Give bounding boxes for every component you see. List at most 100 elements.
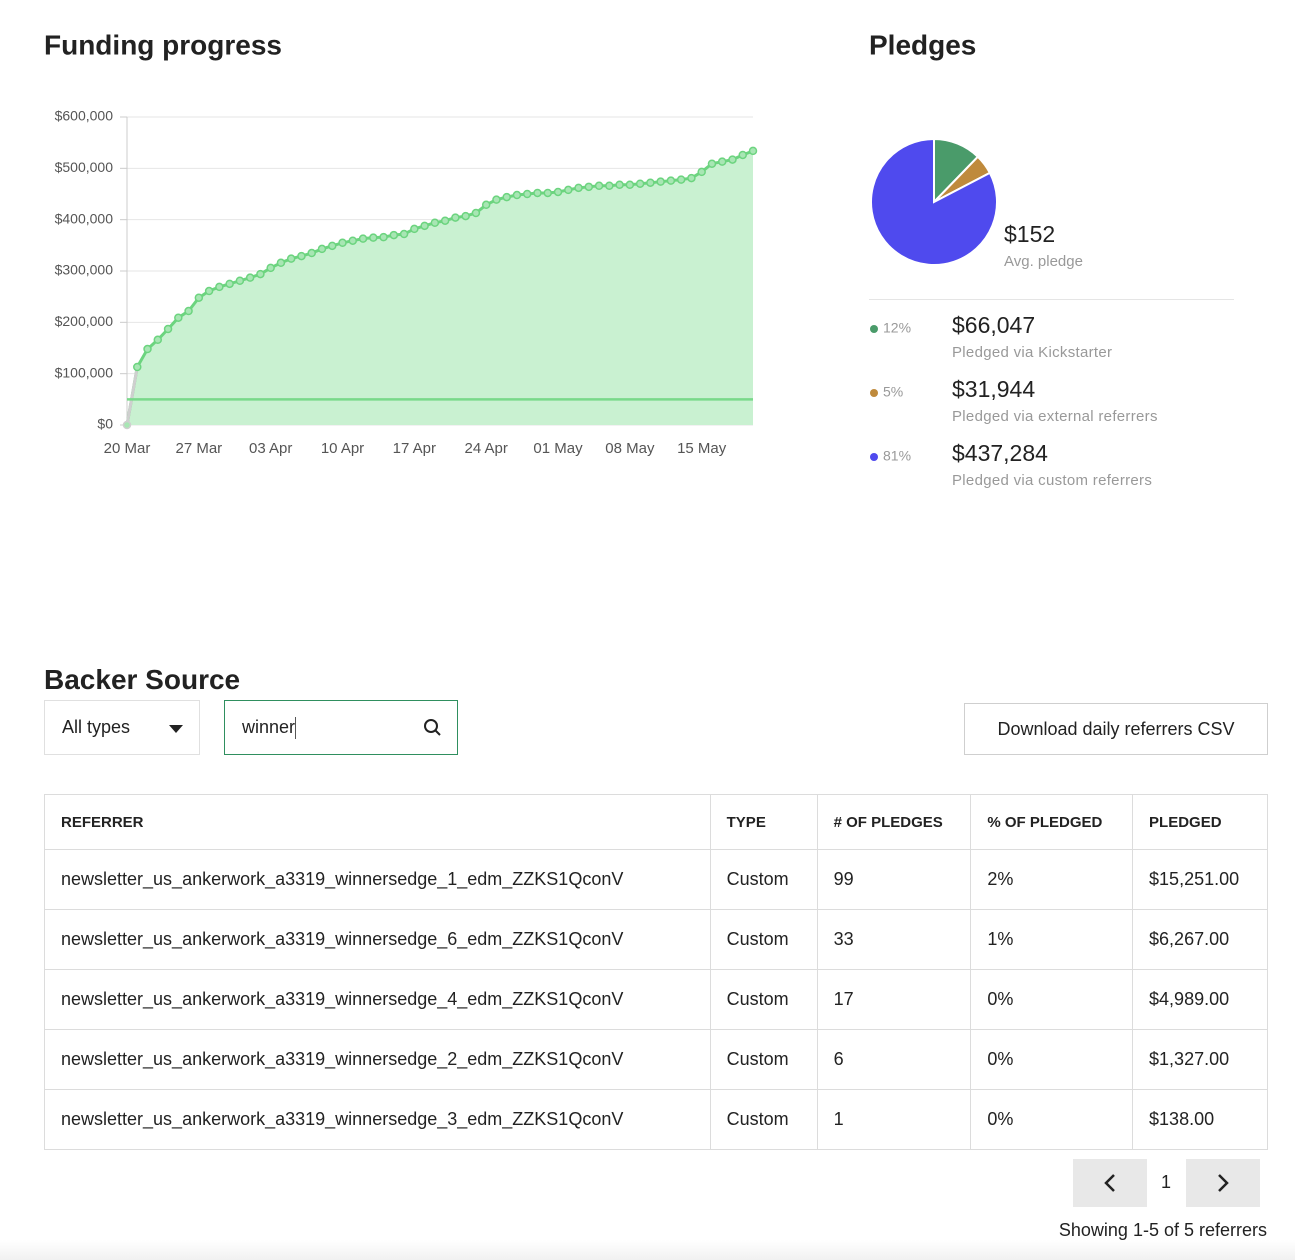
x-tick-label: 27 Mar	[175, 440, 222, 457]
x-tick-label: 15 May	[677, 440, 727, 457]
legend-dot	[870, 325, 878, 333]
table-row: newsletter_us_ankerwork_a3319_winnersedg…	[44, 1029, 1268, 1090]
point	[204, 286, 214, 296]
next-icon	[1218, 1174, 1229, 1192]
area	[127, 150, 753, 425]
table-cell: newsletter_us_ankerwork_a3319_winnersedg…	[44, 1029, 711, 1090]
point	[410, 224, 419, 234]
legend-percent: 81%	[883, 448, 911, 464]
point	[163, 324, 173, 334]
point	[307, 248, 316, 258]
table-cell: Custom	[709, 1089, 818, 1150]
table-cell: 33	[816, 909, 972, 970]
type-dropdown[interactable]: All types	[44, 700, 200, 755]
point	[430, 218, 440, 227]
point	[512, 190, 522, 200]
point	[676, 175, 686, 184]
point	[522, 189, 532, 199]
point	[174, 313, 183, 322]
legend-description: Pledged via external referrers	[952, 408, 1158, 425]
x-tick-label: 01 May	[533, 440, 583, 457]
point	[461, 211, 470, 221]
point	[266, 263, 275, 273]
table-cell: Custom	[709, 969, 818, 1030]
section-title: Backer Source	[44, 664, 241, 695]
point	[389, 230, 399, 240]
point	[327, 241, 337, 251]
page-number: 1	[1160, 1172, 1171, 1192]
table-cell: 6	[816, 1029, 972, 1090]
point	[594, 181, 604, 191]
legend-amount: $437,284	[952, 440, 1048, 466]
point	[748, 146, 758, 156]
y-tick-label: $300,000	[55, 262, 114, 278]
point	[625, 180, 635, 190]
table-cell: 0%	[970, 1089, 1134, 1150]
search-box[interactable]: winner	[224, 700, 458, 755]
point	[399, 229, 409, 239]
legend-percent: 5%	[883, 384, 903, 400]
point	[605, 181, 614, 191]
caret	[295, 716, 297, 739]
pagination-summary: Showing 1-5 of 5 referrers	[1058, 1220, 1267, 1240]
table-cell: 1	[816, 1089, 972, 1150]
point	[369, 233, 378, 242]
table-cell: 0%	[970, 1029, 1134, 1090]
point	[533, 188, 542, 198]
download-button[interactable]: Download daily referrers CSV	[964, 703, 1268, 755]
point	[451, 213, 460, 222]
table-cell: Custom	[709, 909, 818, 970]
point	[297, 251, 306, 261]
x-tick-label: 03 Apr	[249, 440, 292, 457]
point	[184, 306, 193, 316]
point	[707, 159, 717, 168]
legend-amount: $66,047	[952, 312, 1035, 338]
chart-title: Pledges	[869, 29, 976, 60]
point	[153, 335, 163, 345]
point	[235, 276, 245, 286]
next-page-button[interactable]	[1186, 1159, 1260, 1207]
point	[717, 157, 727, 166]
table-body: newsletter_us_ankerwork_a3319_winnersedg…	[44, 849, 1268, 1150]
column-header: TYPE	[709, 794, 818, 850]
point	[133, 362, 142, 372]
table-cell: newsletter_us_ankerwork_a3319_winnersedg…	[44, 909, 711, 970]
point	[276, 258, 286, 268]
legend-amount: $31,944	[952, 376, 1035, 402]
legend-dot	[870, 389, 878, 397]
y-tick-label: $100,000	[55, 364, 114, 380]
table-cell: $6,267.00	[1132, 909, 1268, 970]
y-tick-label: $400,000	[55, 210, 114, 226]
launch-segment	[125, 366, 139, 426]
y-tick-label: $500,000	[55, 159, 114, 175]
table-cell: Custom	[709, 1029, 818, 1090]
table-row: newsletter_us_ankerwork_a3319_winnersedg…	[44, 969, 1268, 1030]
table-cell: 0%	[970, 969, 1134, 1030]
point	[635, 179, 645, 188]
x-tick-label: 17 Apr	[393, 440, 436, 457]
prev-page-button[interactable]	[1073, 1159, 1147, 1207]
table-cell: 17	[816, 969, 972, 1030]
bottom-shadow	[0, 1240, 1295, 1260]
point	[143, 344, 152, 354]
point	[379, 232, 388, 242]
point	[615, 180, 624, 190]
point	[738, 150, 747, 160]
point	[687, 173, 696, 183]
table-cell: 1%	[970, 909, 1134, 970]
search-text: winner	[242, 717, 296, 737]
pie-slice	[870, 137, 998, 266]
dropdown-value: All types	[62, 717, 131, 737]
prev-icon	[1104, 1174, 1115, 1192]
point	[553, 187, 563, 197]
column-header: # OF PLEDGES	[816, 794, 972, 850]
legend-description: Pledged via Kickstarter	[952, 344, 1112, 361]
point	[440, 216, 450, 225]
charts: Funding progress Pledges $152 Avg. pledg…	[44, 29, 1234, 489]
point	[728, 155, 737, 164]
point	[646, 178, 655, 187]
table-cell: newsletter_us_ankerwork_a3319_winnersedg…	[44, 849, 711, 910]
legend-percent: 12%	[883, 320, 911, 336]
x-tick-label: 20 Mar	[104, 440, 151, 457]
